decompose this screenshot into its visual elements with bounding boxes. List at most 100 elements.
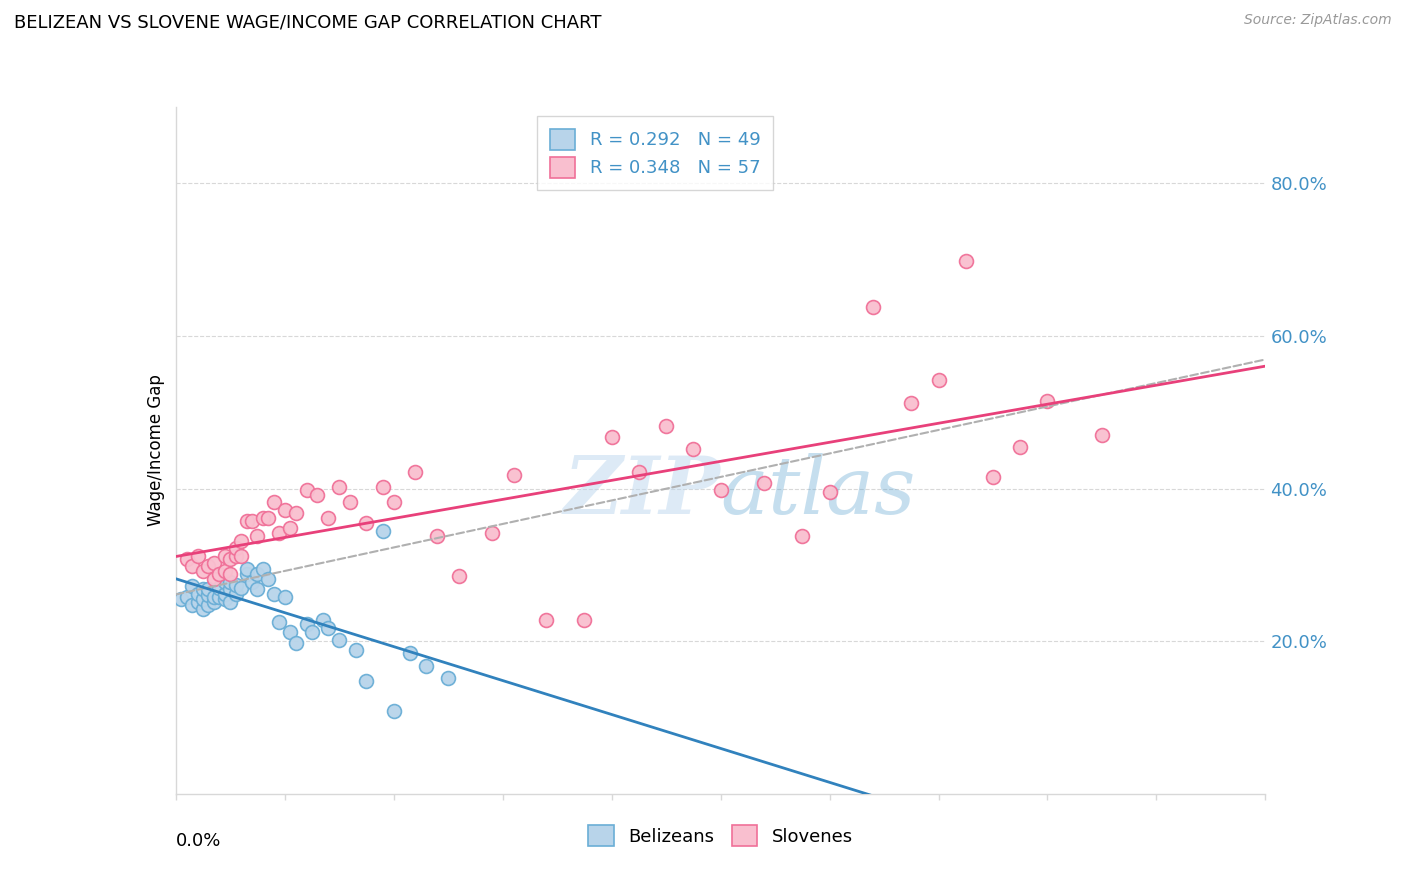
Point bbox=[181, 598, 204, 612]
Point bbox=[176, 551, 198, 566]
Point bbox=[202, 572, 225, 586]
Point bbox=[481, 525, 503, 540]
Point bbox=[246, 582, 269, 597]
Point bbox=[1036, 393, 1059, 408]
Point bbox=[534, 613, 557, 627]
Point bbox=[186, 587, 209, 601]
Point bbox=[257, 572, 280, 586]
Point bbox=[269, 525, 291, 540]
Point bbox=[225, 549, 247, 563]
Point bbox=[274, 503, 297, 517]
Point bbox=[197, 589, 219, 603]
Point bbox=[344, 643, 367, 657]
Point bbox=[181, 579, 204, 593]
Point bbox=[371, 480, 394, 494]
Point bbox=[231, 581, 253, 595]
Point bbox=[219, 594, 242, 608]
Point bbox=[214, 564, 236, 578]
Point bbox=[278, 521, 301, 535]
Point bbox=[225, 587, 247, 601]
Point bbox=[191, 582, 214, 597]
Point bbox=[219, 551, 242, 566]
Point bbox=[235, 567, 257, 582]
Point bbox=[437, 671, 460, 685]
Text: Source: ZipAtlas.com: Source: ZipAtlas.com bbox=[1244, 13, 1392, 28]
Point bbox=[284, 636, 307, 650]
Point bbox=[682, 442, 704, 456]
Point bbox=[1091, 428, 1114, 442]
Point bbox=[339, 495, 361, 509]
Point bbox=[274, 590, 297, 604]
Point bbox=[600, 430, 623, 444]
Point bbox=[231, 533, 253, 548]
Point bbox=[186, 594, 209, 608]
Point bbox=[208, 590, 231, 604]
Point bbox=[246, 567, 269, 582]
Point bbox=[382, 705, 405, 719]
Point bbox=[202, 557, 225, 571]
Point bbox=[208, 567, 231, 582]
Point bbox=[318, 510, 340, 524]
Point bbox=[191, 602, 214, 616]
Point bbox=[225, 541, 247, 556]
Point bbox=[191, 564, 214, 578]
Point bbox=[502, 467, 524, 482]
Point bbox=[186, 549, 209, 563]
Point bbox=[356, 516, 378, 530]
Point bbox=[301, 625, 323, 640]
Point bbox=[655, 419, 678, 434]
Point bbox=[426, 529, 449, 543]
Point bbox=[574, 613, 596, 627]
Point bbox=[792, 529, 814, 543]
Point bbox=[295, 617, 318, 632]
Point bbox=[371, 524, 394, 538]
Point bbox=[235, 514, 257, 528]
Point bbox=[235, 562, 257, 576]
Text: ZIP: ZIP bbox=[564, 453, 721, 531]
Point bbox=[284, 506, 307, 520]
Point bbox=[818, 485, 841, 500]
Point bbox=[257, 510, 280, 524]
Point bbox=[295, 483, 318, 497]
Point bbox=[318, 620, 340, 634]
Point bbox=[263, 587, 285, 601]
Legend: Belizeans, Slovenes: Belizeans, Slovenes bbox=[581, 818, 860, 854]
Point bbox=[197, 598, 219, 612]
Point bbox=[208, 581, 231, 595]
Point bbox=[328, 480, 350, 494]
Point bbox=[202, 594, 225, 608]
Point bbox=[1010, 440, 1032, 454]
Point bbox=[214, 549, 236, 563]
Point bbox=[754, 475, 776, 490]
Point bbox=[246, 529, 269, 543]
Point bbox=[955, 254, 977, 268]
Point bbox=[252, 510, 274, 524]
Point bbox=[240, 574, 263, 589]
Point bbox=[710, 483, 733, 497]
Point bbox=[263, 495, 285, 509]
Point bbox=[176, 590, 198, 604]
Point bbox=[214, 592, 236, 607]
Point bbox=[862, 300, 884, 314]
Point bbox=[928, 373, 950, 387]
Point bbox=[269, 615, 291, 630]
Point bbox=[181, 559, 204, 574]
Point bbox=[214, 587, 236, 601]
Text: BELIZEAN VS SLOVENE WAGE/INCOME GAP CORRELATION CHART: BELIZEAN VS SLOVENE WAGE/INCOME GAP CORR… bbox=[14, 13, 602, 31]
Text: 0.0%: 0.0% bbox=[176, 831, 221, 850]
Point bbox=[405, 465, 427, 479]
Point bbox=[307, 488, 329, 502]
Point bbox=[231, 549, 253, 563]
Point bbox=[382, 495, 405, 509]
Point bbox=[197, 559, 219, 574]
Point bbox=[981, 470, 1004, 484]
Point bbox=[252, 562, 274, 576]
Point bbox=[214, 574, 236, 589]
Point bbox=[219, 582, 242, 597]
Point bbox=[225, 578, 247, 592]
Y-axis label: Wage/Income Gap: Wage/Income Gap bbox=[146, 375, 165, 526]
Point bbox=[415, 658, 437, 673]
Point bbox=[447, 569, 470, 583]
Point bbox=[197, 582, 219, 597]
Point bbox=[240, 514, 263, 528]
